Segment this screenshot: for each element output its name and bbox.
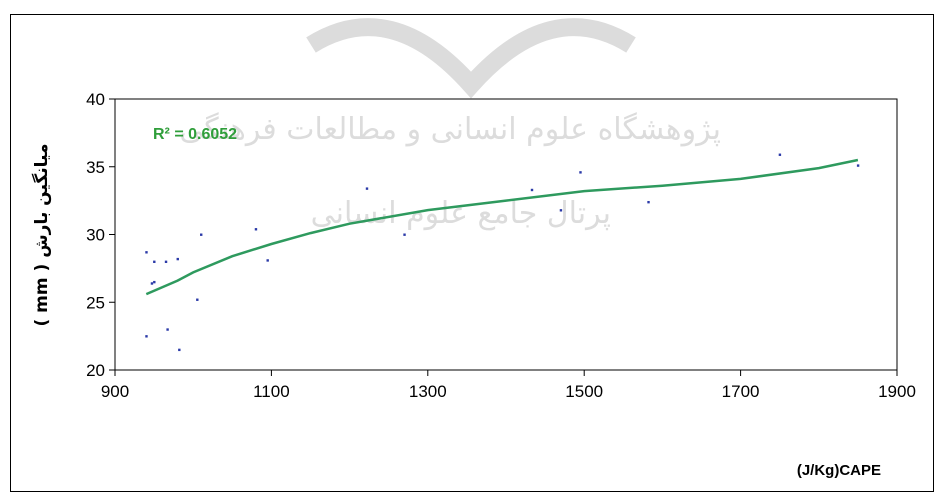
data-point <box>145 251 148 254</box>
x-tick-label: 1900 <box>878 382 916 401</box>
watermark-line-2: پرتال جامع علوم انسانی <box>311 196 611 231</box>
trend-line <box>145 158 859 296</box>
r-squared-label: R² = 0.6052 <box>153 126 237 143</box>
x-tick-label: 1700 <box>722 382 760 401</box>
x-axis-label: (J/Kg)CAPE <box>797 462 881 479</box>
x-tick-label: 1500 <box>565 382 603 401</box>
y-tick-label: 20 <box>86 361 105 380</box>
data-point <box>164 260 168 263</box>
data-point <box>176 257 179 261</box>
data-point <box>145 335 148 338</box>
data-point <box>153 280 156 284</box>
x-tick-label: 1300 <box>409 382 447 401</box>
x-axis: 900 1100 1300 1500 1700 1900 <box>101 370 916 401</box>
watermark-emblem <box>306 18 636 99</box>
data-point <box>196 298 199 301</box>
data-point <box>266 259 269 262</box>
data-point <box>559 209 563 212</box>
data-point <box>153 260 156 263</box>
data-point <box>647 200 650 204</box>
data-point <box>365 187 369 190</box>
data-point <box>178 348 181 352</box>
data-point <box>778 153 782 156</box>
data-point <box>856 164 860 167</box>
data-point <box>166 328 169 331</box>
data-point <box>530 188 534 192</box>
chart-frame: پژوهشگاه علوم انسانی و مطالعات فرهنگی پر… <box>10 14 934 492</box>
y-axis: 20 25 30 35 40 <box>86 90 115 380</box>
data-point <box>254 228 258 231</box>
data-point <box>200 233 203 236</box>
y-tick-label: 30 <box>86 226 105 245</box>
y-tick-label: 35 <box>86 158 105 177</box>
watermark-line-1: پژوهشگاه علوم انسانی و مطالعات فرهنگی <box>179 112 721 147</box>
chart-svg: پژوهشگاه علوم انسانی و مطالعات فرهنگی پر… <box>31 18 916 479</box>
data-point <box>150 282 154 285</box>
y-tick-label: 40 <box>86 90 105 109</box>
y-tick-label: 25 <box>86 293 105 312</box>
y-axis-label: ( mm ) میانگین بارش <box>31 143 52 326</box>
data-point <box>403 233 406 236</box>
scatter-points <box>145 153 860 352</box>
x-tick-label: 1100 <box>253 382 290 401</box>
data-point <box>579 171 582 174</box>
watermark: پژوهشگاه علوم انسانی و مطالعات فرهنگی پر… <box>179 18 721 231</box>
x-tick-label: 900 <box>101 382 129 401</box>
